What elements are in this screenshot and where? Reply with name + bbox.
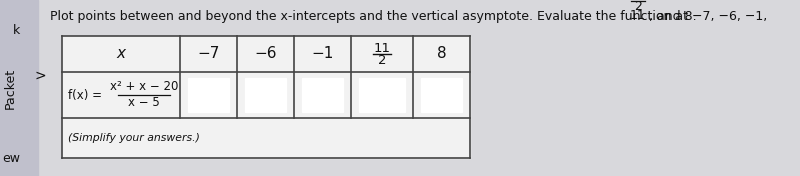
Bar — [359, 78, 405, 112]
Text: 11: 11 — [374, 42, 390, 55]
Bar — [188, 78, 229, 112]
Text: 8: 8 — [437, 46, 446, 61]
Text: 2: 2 — [378, 54, 386, 67]
Text: −6: −6 — [254, 46, 277, 61]
Text: f(x) =: f(x) = — [68, 89, 102, 102]
Text: Plot points between and beyond the x-intercepts and the vertical asymptote. Eval: Plot points between and beyond the x-int… — [50, 10, 771, 23]
Text: ew: ew — [2, 152, 20, 165]
Bar — [302, 78, 343, 112]
Text: Packet: Packet — [3, 67, 17, 109]
Bar — [421, 78, 462, 112]
Bar — [0, 0, 38, 176]
Text: x − 5: x − 5 — [128, 96, 160, 109]
Bar — [245, 78, 286, 112]
Text: 2: 2 — [634, 0, 642, 13]
Text: −1: −1 — [311, 46, 334, 61]
Text: −7: −7 — [198, 46, 220, 61]
Text: 11: 11 — [630, 9, 646, 22]
Text: k: k — [13, 24, 20, 37]
Text: x² + x − 20: x² + x − 20 — [110, 80, 178, 93]
Text: >: > — [34, 69, 46, 83]
Text: , and 8.: , and 8. — [649, 10, 697, 23]
Bar — [62, 36, 470, 158]
Text: x: x — [117, 46, 126, 61]
Text: (Simplify your answers.): (Simplify your answers.) — [68, 133, 200, 143]
